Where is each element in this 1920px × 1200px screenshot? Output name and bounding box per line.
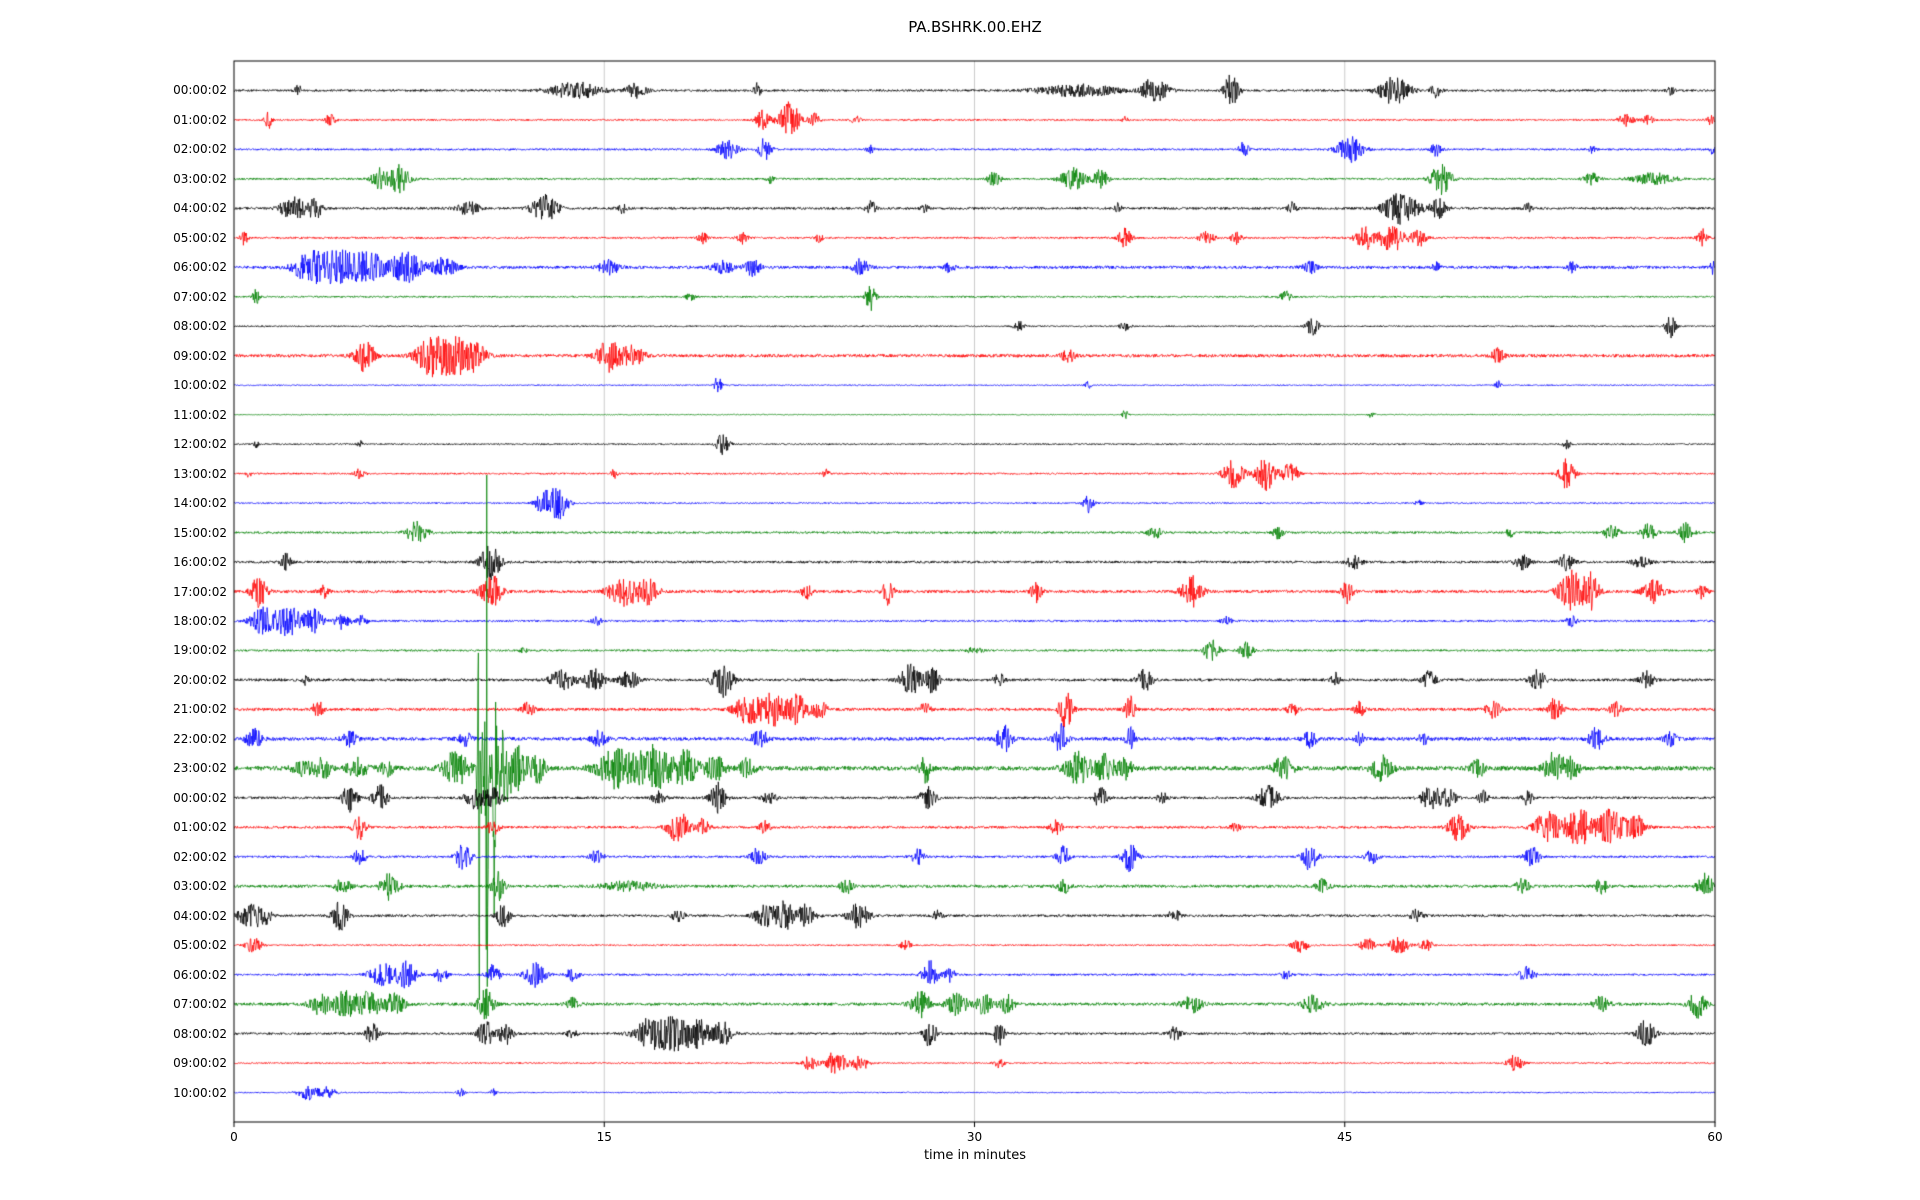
trace-label: 01:00:02	[173, 112, 227, 127]
x-tick-label: 60	[1707, 1130, 1723, 1144]
trace-label: 06:00:02	[173, 260, 227, 275]
x-tick-label: 0	[230, 1130, 238, 1144]
trace-label: 07:00:02	[173, 289, 227, 304]
trace-label: 12:00:02	[173, 437, 227, 452]
trace-label: 13:00:02	[173, 466, 227, 481]
trace-label: 11:00:02	[173, 407, 227, 422]
trace-label: 00:00:02	[173, 790, 227, 805]
trace-label: 02:00:02	[173, 849, 227, 864]
trace-label: 20:00:02	[173, 672, 227, 687]
trace-label: 17:00:02	[173, 584, 227, 599]
trace-label: 18:00:02	[173, 613, 227, 628]
trace-label: 16:00:02	[173, 555, 227, 570]
trace-label: 14:00:02	[173, 496, 227, 511]
trace-label: 01:00:02	[173, 820, 227, 835]
trace-label: 09:00:02	[173, 348, 227, 363]
trace-label: 03:00:02	[173, 879, 227, 894]
trace-label: 22:00:02	[173, 731, 227, 746]
x-axis-label: time in minutes	[923, 1148, 1027, 1163]
x-tick-label: 15	[596, 1130, 612, 1144]
x-tick-label: 30	[966, 1130, 983, 1144]
trace-label: 23:00:02	[173, 761, 227, 776]
trace-label: 08:00:02	[173, 319, 227, 334]
trace-label: 21:00:02	[173, 702, 227, 717]
chart-title: PA.BSHRK.00.EHZ	[908, 18, 1042, 36]
trace-label: 00:00:02	[173, 83, 227, 98]
trace-label: 04:00:02	[173, 201, 227, 216]
trace-label: 10:00:02	[173, 1085, 227, 1100]
trace-label: 05:00:02	[173, 938, 227, 953]
trace-label: 15:00:02	[173, 525, 227, 540]
trace-label: 09:00:02	[173, 1056, 227, 1071]
trace-label: 02:00:02	[173, 142, 227, 157]
trace-label: 04:00:02	[173, 908, 227, 923]
trace-label: 03:00:02	[173, 171, 227, 186]
trace-label: 07:00:02	[173, 997, 227, 1012]
x-tick-label: 45	[1337, 1130, 1353, 1144]
trace-label: 10:00:02	[173, 378, 227, 393]
trace-label: 08:00:02	[173, 1026, 227, 1041]
trace-label: 06:00:02	[173, 967, 227, 982]
trace-label: 05:00:02	[173, 230, 227, 245]
trace-label: 19:00:02	[173, 643, 227, 658]
